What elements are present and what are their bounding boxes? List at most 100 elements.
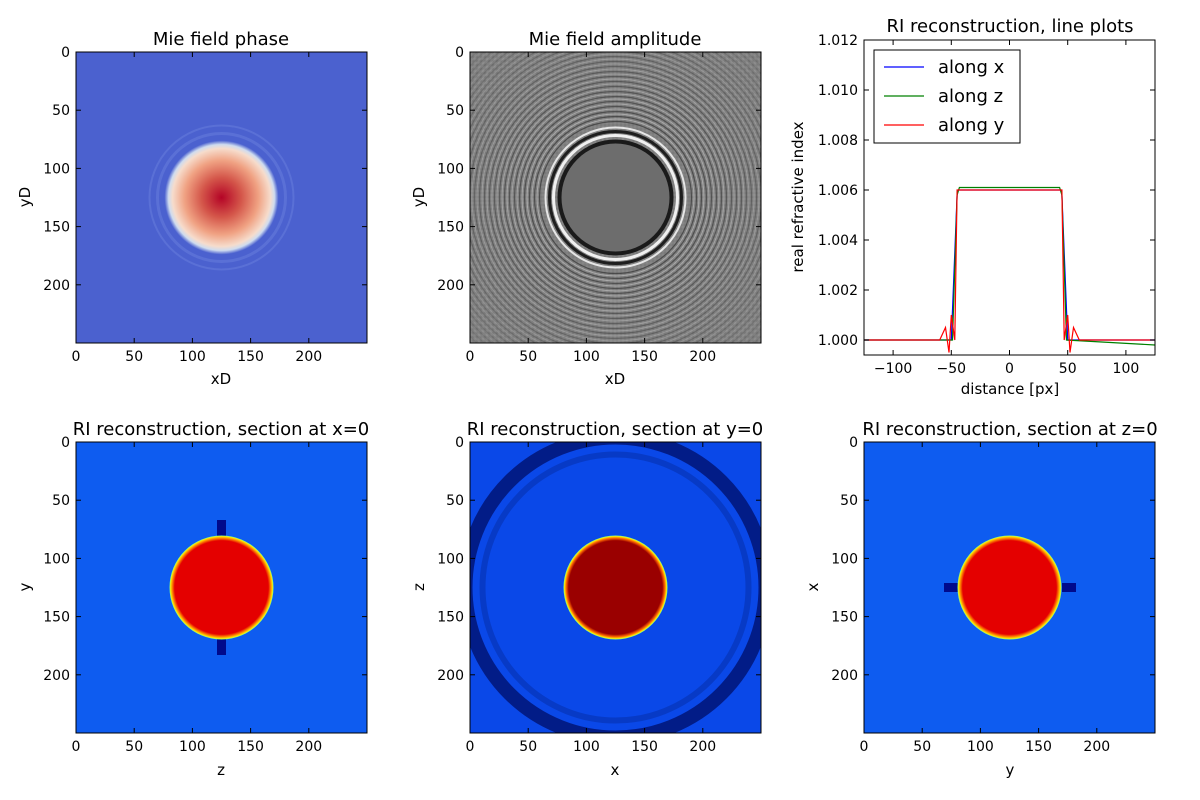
legend-label-z: along z [938,86,1003,107]
panel-ri-x0: RI reconstruction, section at x=0 0 50 100… [16,419,369,779]
ri-z0-sphere [957,535,1062,640]
ri-y0-xlabel: x [611,761,620,779]
y-tick-label: 1.006 [818,183,858,199]
x-tick-label: −50 [937,361,967,377]
phase-ylabel: yD [16,187,34,207]
phase-xlabel: xD [211,370,231,388]
phase-frame [75,51,368,344]
x-tick-label: 200 [689,349,716,365]
amplitude-fringe [498,80,733,315]
y-tick-label: 200 [437,668,464,684]
amplitude-fringe [476,58,755,337]
y-tick-label: 1.012 [818,33,858,49]
amplitude-fringe [488,70,743,325]
y-tick-label: 50 [840,493,858,509]
ri-z0-ylabel: x [804,582,822,591]
x-tick-label: 0 [466,739,475,755]
y-tick-label: 150 [43,610,70,626]
panel-amplitude-title: Mie field amplitude [529,29,702,50]
amplitude-fringe [521,103,710,292]
x-tick-label: 150 [237,349,264,365]
legend-label-y: along y [938,115,1005,136]
amplitude-fringe [503,85,728,310]
amplitude-fringe [516,98,715,297]
panel-ri-y0: RI reconstruction, section at y=0 0 50 100… [410,419,764,779]
x-tick-label: 100 [179,349,206,365]
amplitude-edge-bright [552,134,679,261]
y-tick-label: 200 [43,278,70,294]
x-tick-label: 200 [1083,739,1110,755]
amplitude-fringe [501,83,730,312]
amplitude-edge-dark [557,139,674,256]
x-tick-label: 200 [689,739,716,755]
amplitude-fringe [481,63,750,332]
x-tick-label: 50 [1059,361,1077,377]
legend-label-x: along x [938,57,1005,78]
y-tick-label: 150 [831,610,858,626]
amplitude-fringe [506,88,725,307]
y-tick-label: 200 [43,668,70,684]
x-tick-label: 100 [573,739,600,755]
ri-x0-ylabel: y [16,582,34,591]
amplitude-heatmap [470,52,761,343]
line-plot-ticks: −100 −50 0 50 100 1.000 1.002 1.004 1.006 1.008 1.… [818,33,1155,377]
y-tick-label: 100 [437,551,464,567]
amplitude-fringe [478,60,753,335]
y-tick-label: 50 [446,493,464,509]
panel-amplitude: Mie field amplitude 0 50 100 150 200 0 50 100 15… [410,29,762,388]
panel-phase: Mie field phase 0 50 100 150 200 0 50 100 150 200… [16,29,368,388]
x-tick-label: 100 [179,739,206,755]
amplitude-fringe [528,110,703,285]
amplitude-fringe [483,65,748,330]
y-tick-label: 0 [455,435,464,451]
panel-line-plot: RI reconstruction, line plots −100 −50 0 50… [789,16,1156,398]
phase-ticks: 0 50 100 150 200 0 50 100 150 200 [43,45,367,365]
y-tick-label: 0 [455,45,464,61]
ri-x0-heatmap [76,442,367,733]
y-tick-label: 0 [849,435,858,451]
x-tick-label: 100 [1113,361,1140,377]
x-tick-label: 100 [573,349,600,365]
x-tick-label: 150 [631,739,658,755]
series-line-2 [864,189,1155,353]
amplitude-edge-dark [548,130,683,265]
y-tick-label: 150 [437,220,464,236]
amplitude-fringe [513,95,718,300]
ri-x0-frame [75,441,368,734]
y-tick-label: 1.010 [818,83,858,99]
y-tick-label: 50 [52,493,70,509]
amplitude-fringe [496,78,735,317]
panel-ri-z0-title: RI reconstruction, section at z=0 [862,419,1157,440]
x-tick-label: 150 [237,739,264,755]
amplitude-fringe [533,115,698,280]
x-tick-label: −100 [874,361,912,377]
amplitude-ticks: 0 50 100 150 200 0 50 100 150 200 [437,45,761,365]
y-tick-label: 1.008 [818,133,858,149]
ri-y0-frame [469,441,762,734]
ri-x0-sphere [169,535,274,640]
x-tick-label: 50 [519,349,537,365]
ri-x0-ticks: 0 50 100 150 200 0 50 100 150 200 [43,435,367,755]
ri-z0-frame [863,441,1156,734]
panel-phase-title: Mie field phase [153,29,289,50]
line-plot-ylabel: real refractive index [789,121,807,272]
y-tick-label: 1.000 [818,333,858,349]
y-tick-label: 200 [437,278,464,294]
y-tick-label: 150 [43,220,70,236]
series-line-1 [864,186,1155,346]
line-plot-title: RI reconstruction, line plots [886,16,1133,37]
x-tick-label: 50 [913,739,931,755]
ri-y0-heatmap [470,442,761,733]
line-plot-xlabel: distance [px] [961,380,1059,398]
y-tick-label: 1.004 [818,233,858,249]
amplitude-fringe [518,100,713,295]
panel-ri-y0-title: RI reconstruction, section at y=0 [467,419,764,440]
ri-z0-heatmap [864,442,1155,733]
amplitude-fringe [536,118,695,277]
amplitude-xlabel: xD [605,370,625,388]
x-tick-label: 200 [295,739,322,755]
ri-x0-xlabel: z [217,761,225,779]
x-tick-label: 0 [1005,361,1014,377]
y-tick-label: 0 [61,435,70,451]
y-tick-label: 50 [52,103,70,119]
